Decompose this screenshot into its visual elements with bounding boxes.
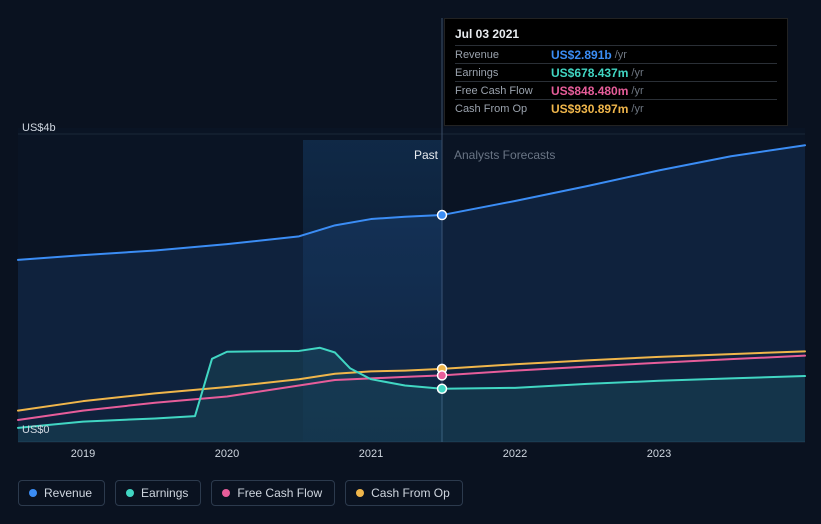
tooltip-row-unit: /yr — [631, 67, 643, 79]
tooltip-row-label: Cash From Op — [455, 103, 551, 115]
legend-dot-icon — [126, 489, 134, 497]
tooltip-row-value: US$930.897m — [551, 102, 628, 116]
legend-item-label: Revenue — [44, 486, 92, 500]
legend-item-label: Cash From Op — [371, 486, 450, 500]
legend-item-fcf[interactable]: Free Cash Flow — [211, 480, 335, 506]
tooltip-row: Free Cash FlowUS$848.480m/yr — [455, 81, 777, 99]
tooltip-row: Cash From OpUS$930.897m/yr — [455, 99, 777, 117]
tooltip-row-unit: /yr — [631, 85, 643, 97]
legend-item-revenue[interactable]: Revenue — [18, 480, 105, 506]
financials-chart: US$4b US$0 Past Analysts Forecasts 2019 2… — [0, 0, 821, 524]
x-axis-tick: 2019 — [71, 448, 95, 460]
legend-item-label: Free Cash Flow — [237, 486, 322, 500]
tooltip-date: Jul 03 2021 — [455, 25, 777, 45]
chart-tooltip: Jul 03 2021 RevenueUS$2.891b/yrEarningsU… — [444, 18, 788, 126]
legend-item-label: Earnings — [141, 486, 188, 500]
forecast-section-label: Analysts Forecasts — [454, 148, 555, 162]
x-axis-tick: 2021 — [359, 448, 383, 460]
legend-item-cfo[interactable]: Cash From Op — [345, 480, 463, 506]
tooltip-row-unit: /yr — [631, 103, 643, 115]
tooltip-row-unit: /yr — [615, 49, 627, 61]
tooltip-row-label: Revenue — [455, 49, 551, 61]
tooltip-row-value: US$2.891b — [551, 48, 612, 62]
tooltip-row-value: US$678.437m — [551, 66, 628, 80]
x-axis-tick: 2020 — [215, 448, 239, 460]
x-axis-tick: 2022 — [503, 448, 527, 460]
y-axis-top-label: US$4b — [22, 122, 56, 134]
tooltip-row-label: Earnings — [455, 67, 551, 79]
chart-legend: Revenue Earnings Free Cash Flow Cash From O… — [18, 480, 463, 506]
past-section-label: Past — [414, 148, 438, 162]
legend-item-earnings[interactable]: Earnings — [115, 480, 201, 506]
x-axis-tick: 2023 — [647, 448, 671, 460]
tooltip-row-label: Free Cash Flow — [455, 85, 551, 97]
legend-dot-icon — [222, 489, 230, 497]
tooltip-row-value: US$848.480m — [551, 84, 628, 98]
tooltip-row: EarningsUS$678.437m/yr — [455, 63, 777, 81]
tooltip-row: RevenueUS$2.891b/yr — [455, 45, 777, 63]
legend-dot-icon — [29, 489, 37, 497]
y-axis-bottom-label: US$0 — [22, 424, 50, 436]
legend-dot-icon — [356, 489, 364, 497]
